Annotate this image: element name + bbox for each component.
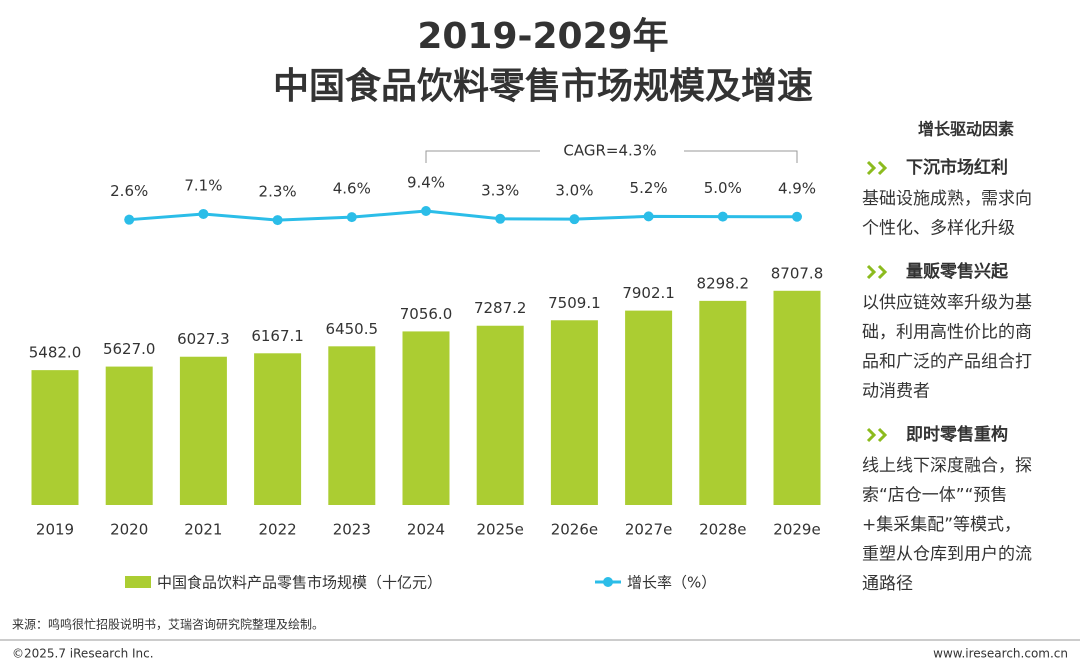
x-tick-label: 2026e: [551, 521, 598, 539]
value-label: 8298.2: [697, 274, 750, 292]
point: [569, 214, 580, 225]
driver-text: 个性化、多样化升级: [862, 219, 1015, 239]
driver-text: 品和广泛的产品组合打: [862, 352, 1032, 372]
value-label: 2.6%: [110, 182, 148, 200]
bar: [625, 310, 673, 505]
value-label: 7.1%: [184, 176, 222, 194]
point: [717, 211, 728, 222]
bar: [254, 353, 302, 505]
x-tick-label: 2025e: [476, 521, 523, 539]
bar: [402, 331, 450, 505]
x-tick-label: 2019: [36, 521, 74, 539]
point: [495, 213, 506, 224]
driver-text: +集采集配”等模式，: [862, 515, 1021, 535]
driver-text: 线上线下深度融合，探: [862, 456, 1032, 476]
value-label: 8707.8: [771, 264, 824, 282]
legend-swatch: [125, 576, 151, 588]
driver-text: 动消费者: [862, 382, 930, 402]
point: [272, 215, 283, 226]
legend-label: 增长率（%）: [627, 574, 716, 592]
bar: [550, 320, 598, 505]
point: [198, 208, 209, 219]
chevron-icon: [877, 264, 888, 280]
driver-text: 索“店仓一体”“预售: [862, 486, 1007, 506]
point: [643, 211, 654, 222]
value-label: 3.0%: [555, 182, 593, 200]
driver-text: 以供应链效率升级为基: [862, 293, 1032, 313]
legend-label: 中国食品饮料产品零售市场规模（十亿元）: [157, 574, 442, 592]
driver-text: 通路径: [862, 574, 913, 594]
value-label: 5.2%: [630, 179, 668, 197]
chart-title: 中国食品饮料零售市场规模及增速: [273, 66, 813, 107]
driver-text: 重塑从仓库到用户的流: [862, 545, 1032, 565]
source: 来源：鸣鸣很忙招股说明书，艾瑞咨询研究院整理及绘制。: [12, 617, 324, 632]
x-tick-label: 2021: [184, 521, 222, 539]
value-label: 5482.0: [29, 344, 82, 362]
side-title: 增长驱动因素: [918, 120, 1014, 139]
bar: [105, 366, 153, 505]
x-tick-label: 2028e: [699, 521, 746, 539]
annotation: CAGR=4.3%: [563, 142, 656, 160]
value-label: 4.6%: [333, 180, 371, 198]
chevron-icon: [866, 427, 877, 443]
x-tick-label: 2024: [407, 521, 445, 539]
value-label: 7509.1: [548, 294, 601, 312]
value-label: 7287.2: [474, 299, 527, 317]
chevron-icon: [877, 427, 888, 443]
driver-heading: 即时零售重构: [906, 424, 1008, 445]
value-label: 7056.0: [400, 305, 453, 323]
copyright: ©2025.7 iResearch Inc.: [12, 647, 154, 661]
bar: [773, 290, 821, 505]
value-label: 4.9%: [778, 179, 816, 197]
bar: [328, 346, 376, 505]
x-tick-label: 2022: [259, 521, 297, 539]
point: [124, 214, 135, 225]
driver-heading: 量贩零售兴起: [906, 261, 1009, 282]
point: [421, 206, 431, 217]
x-tick-label: 2020: [110, 521, 148, 539]
driver-text: 础，利用高性价比的商: [862, 323, 1032, 343]
value-label: 5627.0: [103, 340, 156, 358]
bar: [179, 356, 227, 505]
driver-text: 基础设施成熟，需求向: [862, 188, 1032, 209]
point: [792, 211, 802, 222]
bar: [31, 370, 79, 505]
cagr-bracket: [684, 150, 798, 163]
chevron-icon: [877, 160, 888, 176]
value-label: 6450.5: [326, 320, 379, 338]
chart-title: 2019-2029年: [417, 16, 668, 57]
x-tick-label: 2023: [333, 521, 371, 539]
x-tick-label: 2027e: [625, 521, 672, 539]
value-label: 9.4%: [407, 174, 445, 192]
chevron-icon: [866, 160, 877, 176]
website: www.iresearch.com.cn: [933, 647, 1068, 661]
point: [346, 212, 357, 223]
value-label: 3.3%: [481, 181, 519, 199]
value-label: 6027.3: [177, 330, 230, 348]
cagr-bracket: [425, 150, 540, 163]
x-tick-label: 2029e: [773, 521, 820, 539]
legend-swatch: [603, 577, 613, 587]
value-label: 6167.1: [251, 327, 304, 345]
bar: [476, 325, 524, 505]
value-label: 2.3%: [259, 183, 297, 201]
driver-heading: 下沉市场红利: [906, 157, 1008, 178]
chevron-icon: [866, 264, 877, 280]
bar: [699, 300, 747, 505]
value-label: 5.0%: [704, 179, 742, 197]
value-label: 7902.1: [622, 284, 675, 302]
line: [129, 209, 798, 222]
